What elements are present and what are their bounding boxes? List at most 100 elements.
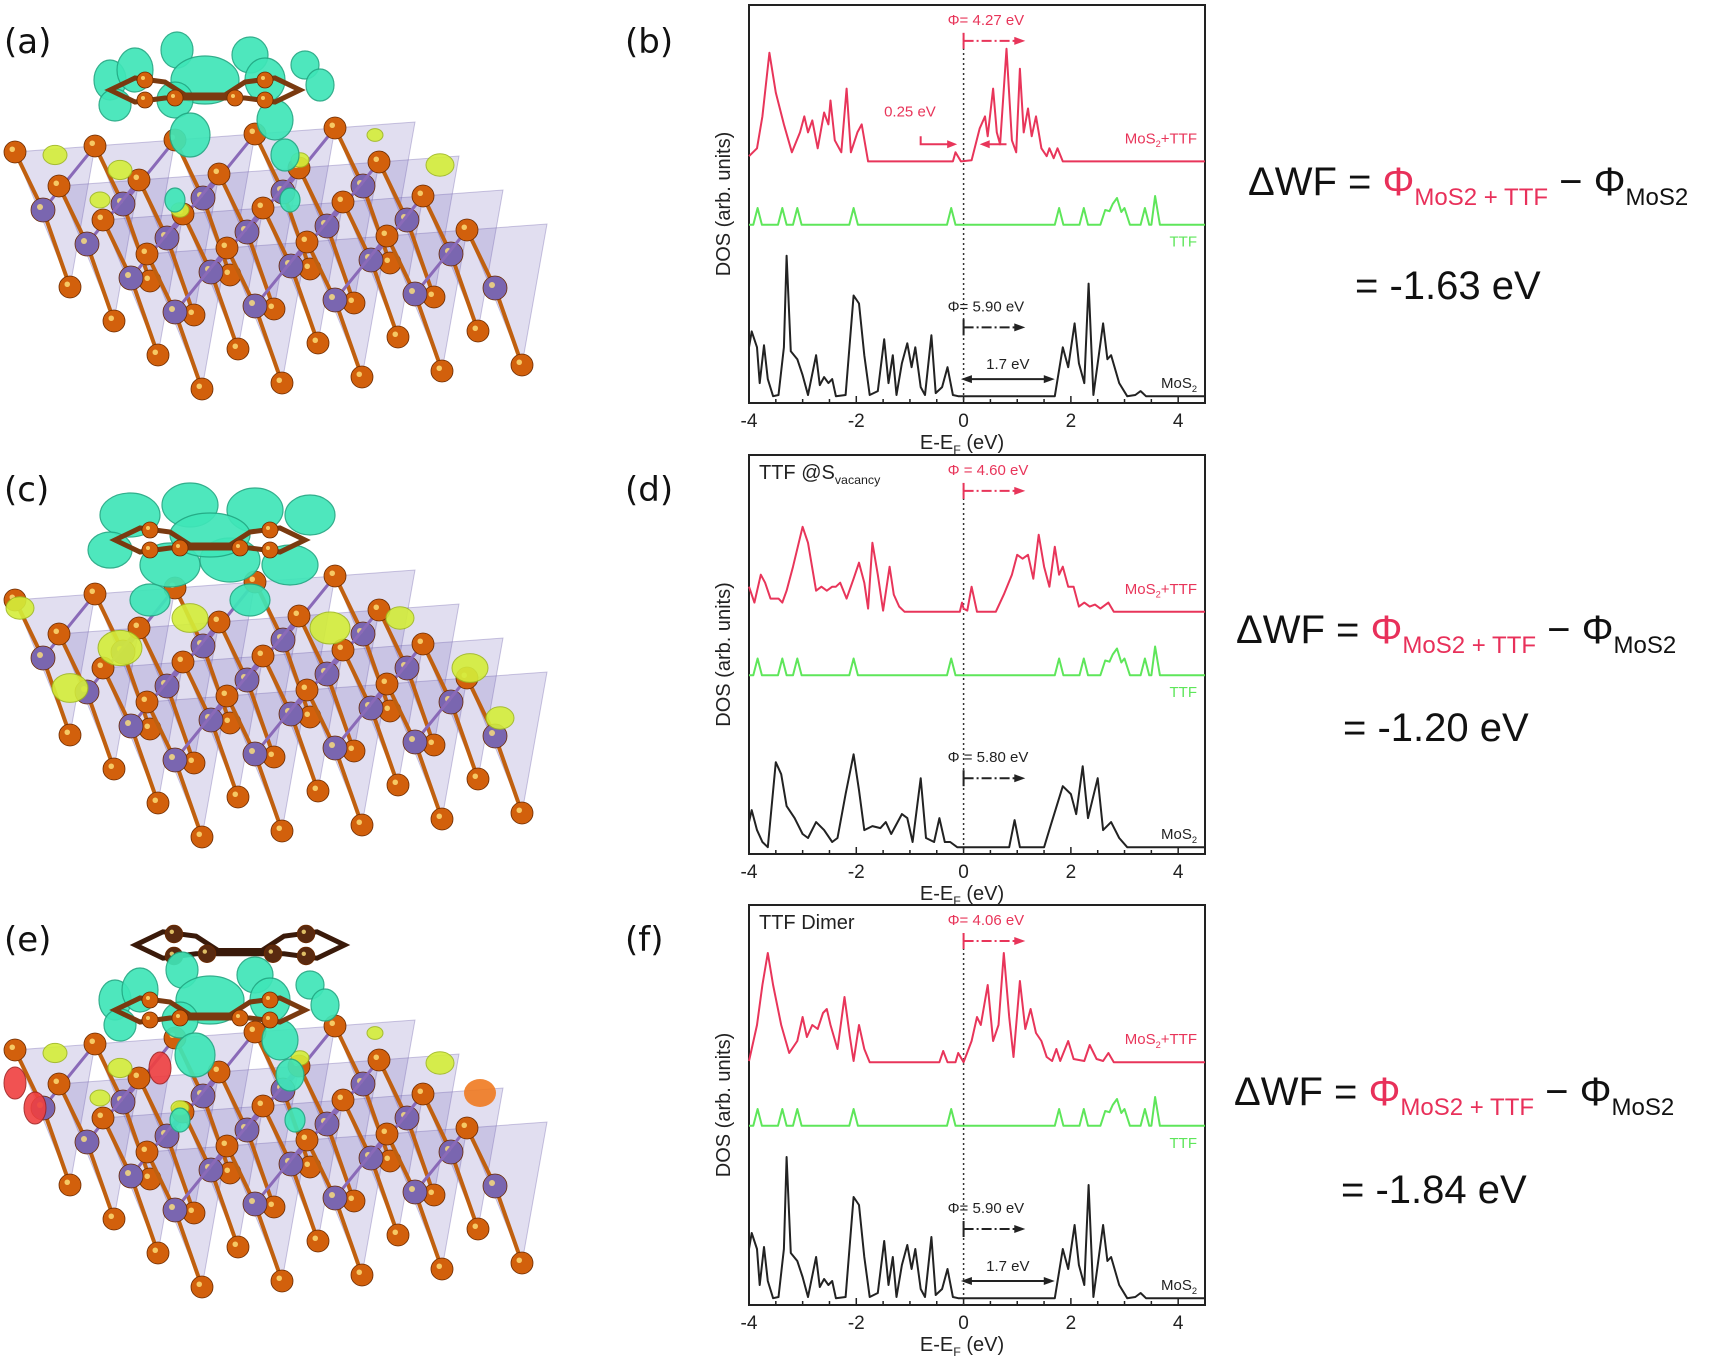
- s-atom-highlight: [152, 349, 158, 355]
- mo-s-bond: [173, 759, 204, 838]
- molecule-atom: [263, 944, 283, 964]
- ttf-molecule: [93, 31, 335, 213]
- molecule-atom: [171, 1009, 189, 1027]
- chart-title: TTF Dimer: [759, 912, 855, 934]
- mo-atom: [154, 673, 180, 699]
- dos-chart-d: -4 -2 0 2 4 E-EF (eV) DOS (arb. units) MoS2+TTF…: [713, 454, 1206, 908]
- s-atom: [323, 564, 347, 588]
- eq-minus-phi: − Φ: [1536, 608, 1614, 652]
- s-atom-highlight: [133, 622, 139, 628]
- isosurface-yellow-blob: [5, 596, 35, 620]
- s-atom: [411, 184, 435, 208]
- s-atom-highlight: [64, 729, 70, 735]
- s-atom: [135, 690, 159, 714]
- molecule-atom: [164, 924, 184, 944]
- s-atom-highlight: [249, 128, 255, 134]
- s-atom: [455, 1116, 479, 1140]
- mo-s-bond: [289, 649, 345, 715]
- s-atom-highlight: [356, 1269, 362, 1275]
- s-atom-highlight: [133, 1072, 139, 1078]
- mo-s-bond: [245, 231, 276, 310]
- isosurface-yellow-blob: [309, 611, 351, 645]
- s-atom-highlight: [188, 1207, 194, 1213]
- s-atom-highlight: [232, 791, 238, 797]
- s-atom-highlight: [428, 739, 434, 745]
- s-atom: [295, 678, 319, 702]
- mo-s-bond: [325, 673, 356, 752]
- mo-s-bond: [325, 225, 356, 304]
- molecule-atom-highlight: [301, 929, 306, 934]
- s-atom-highlight: [9, 146, 15, 152]
- molecule-atom: [141, 991, 159, 1009]
- eq-sub-mos2: MoS2: [1613, 632, 1677, 659]
- molecule-atom: [141, 541, 159, 559]
- mo-atom: [322, 735, 348, 761]
- mo-s-bond: [405, 1117, 436, 1196]
- mo-s-bond: [289, 265, 320, 344]
- mo-s-bond: [201, 133, 257, 199]
- s-atom: [350, 365, 374, 389]
- mo-atom: [242, 741, 268, 767]
- mo-s-bond: [85, 243, 116, 322]
- series-label: TTF: [1170, 684, 1198, 701]
- isosurface-cyan-blob: [270, 138, 300, 172]
- s-atom: [375, 224, 399, 248]
- dos-chart-f: -4 -2 0 2 4 E-EF (eV) DOS (arb. units) MoS2+TTF…: [713, 904, 1206, 1356]
- isosurface-yellow-blob: [89, 191, 111, 209]
- s-atom: [251, 644, 275, 668]
- wf-arrow-head: [1014, 323, 1026, 332]
- isosurface-cyan-blob: [310, 988, 340, 1022]
- s-atom: [306, 1229, 330, 1253]
- s-atom-highlight: [436, 813, 442, 819]
- s-atom-highlight: [436, 1263, 442, 1269]
- mo-s-bond: [41, 1043, 97, 1109]
- x-axis-label: E-EF (eV): [920, 1334, 1004, 1356]
- mo-s-bond: [121, 203, 152, 282]
- series-label: MoS2+TTF: [1125, 581, 1197, 600]
- s-atom-highlight: [304, 711, 310, 717]
- molecule-atom: [231, 539, 249, 557]
- molecule-atom-highlight: [176, 544, 180, 548]
- s-atom-highlight: [177, 656, 183, 662]
- x-tick-label: 2: [1066, 411, 1077, 432]
- mo-s-bond: [369, 259, 400, 338]
- mo-s-bond: [165, 621, 221, 687]
- mo-atom: [438, 241, 464, 267]
- mo-atom: [322, 1185, 348, 1211]
- molecule-atom-highlight: [141, 76, 145, 80]
- s-atom: [3, 1038, 27, 1062]
- s-atom-highlight: [337, 644, 343, 650]
- mo-atom: [118, 1163, 144, 1189]
- s-atom: [215, 1134, 239, 1158]
- mo-atom-highlight: [489, 1180, 495, 1186]
- mo-s-bond: [165, 237, 196, 316]
- wf-arrow-head: [1014, 774, 1026, 783]
- molecule-atom-highlight: [171, 94, 175, 98]
- s-atom: [207, 610, 231, 634]
- s-atom: [47, 174, 71, 198]
- s-atom: [287, 604, 311, 628]
- s-atom-highlight: [436, 365, 442, 371]
- s-atom-highlight: [53, 1078, 59, 1084]
- band-gap-label: 1.7 eV: [986, 1258, 1029, 1275]
- mo-s-bond: [209, 1105, 265, 1171]
- s-atom: [102, 757, 126, 781]
- mo-s-bond: [85, 691, 116, 770]
- s-atom: [375, 1122, 399, 1146]
- x-tick-label: -2: [848, 862, 865, 883]
- mo-s-bond: [201, 197, 232, 276]
- molecule-atom-highlight: [266, 546, 270, 550]
- x-tick-label: 4: [1173, 411, 1184, 432]
- s-atom: [430, 807, 454, 831]
- s-atom: [251, 196, 275, 220]
- s-atom-highlight: [213, 1066, 219, 1072]
- s-atom-highlight: [348, 297, 354, 303]
- isosurface-cyan-blob: [164, 187, 186, 213]
- molecule-atom: [141, 521, 159, 539]
- s-atom-highlight: [213, 616, 219, 622]
- s-atom-highlight: [108, 763, 114, 769]
- mo-atom-highlight: [169, 754, 175, 760]
- mo-atom: [402, 281, 428, 307]
- series-line-mos2: [748, 1156, 1205, 1300]
- mo-atom: [314, 661, 340, 687]
